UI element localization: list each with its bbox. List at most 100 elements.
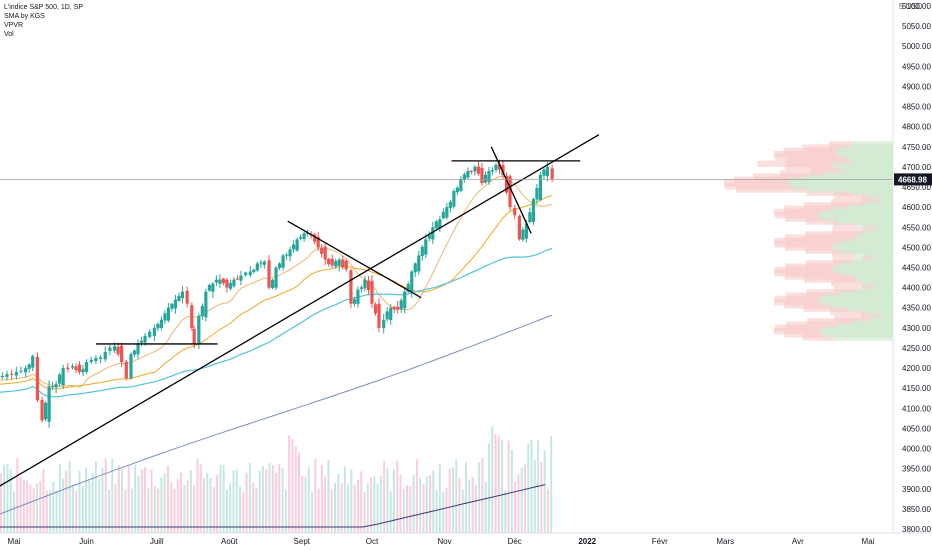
volume-bar [370, 477, 373, 533]
volume-bar [278, 463, 281, 533]
volume-bar [550, 435, 553, 533]
volume-bar [360, 471, 363, 533]
candle-body [399, 300, 403, 310]
volume-bar [507, 440, 510, 533]
volume-bar [229, 483, 232, 533]
volume-bar [209, 477, 212, 533]
candle-body [66, 367, 70, 370]
moving-averages [0, 175, 553, 515]
candle-body [330, 258, 334, 266]
candle-body [235, 278, 240, 280]
candle-body [47, 386, 51, 422]
volume-bar [219, 464, 222, 533]
candle-body [98, 357, 103, 359]
volume-bar [32, 487, 35, 533]
candle-body [156, 323, 160, 329]
volume-bar [114, 483, 117, 533]
vpvr-row-down [830, 199, 866, 206]
candle-body [159, 319, 164, 329]
y-tick-label: 4700.00 [902, 163, 931, 172]
candle-body [277, 263, 282, 268]
candle-body [139, 340, 144, 343]
volume-bar [510, 449, 513, 533]
volume-bar [39, 481, 42, 533]
volume-bar [94, 461, 97, 533]
volume-bar [533, 460, 536, 533]
candle-body [538, 174, 543, 200]
vpvr-row-down [802, 144, 840, 151]
volume-bar [78, 470, 81, 533]
volume-bar [402, 489, 405, 533]
price-axis[interactable]: 3800.00 3850.00 3900.00 3950.00 4000.00 4050.… [892, 0, 931, 534]
candle-body [392, 307, 396, 310]
candle-body [504, 175, 509, 193]
candle-body [417, 255, 421, 272]
vpvr-row-down [804, 231, 856, 238]
volume-bar [504, 490, 507, 533]
volume-bar [389, 490, 392, 533]
currency-label[interactable]: 5 USD [899, 2, 923, 11]
volume-bar [399, 474, 402, 533]
volume-bar [429, 474, 432, 533]
candle-body [221, 278, 226, 284]
volume-bar [353, 484, 356, 533]
candle-body [51, 386, 55, 388]
volume-bar [16, 458, 19, 533]
volume-bar [52, 481, 55, 533]
candle-body [166, 307, 171, 321]
volume-profile [724, 141, 893, 341]
y-tick-label: 4600.00 [902, 203, 931, 212]
y-tick-label: 5000.00 [902, 42, 931, 51]
candle-body [185, 290, 189, 304]
y-tick-label: 5100.00 [902, 2, 931, 11]
candle-body [337, 259, 341, 266]
volume-bar [288, 435, 291, 533]
candle-body [299, 237, 303, 239]
candle-body [389, 307, 393, 321]
volume-bar [137, 476, 140, 533]
volume-bar [501, 439, 504, 533]
volume-bar [153, 485, 156, 533]
x-tick-label: Avr [792, 537, 804, 546]
trendline-drawings[interactable] [0, 134, 600, 497]
time-axis[interactable]: Mai Juin Juill Août Sept Oct Nov Déc 2022 Févr Mar… [0, 532, 932, 546]
volume-bar [540, 462, 543, 533]
volume-bar [163, 473, 166, 533]
legend-vpvr-indicator[interactable]: VPVR [4, 22, 24, 29]
x-tick-label: Oct [366, 537, 379, 546]
volume-bar [330, 489, 333, 533]
y-tick-label: 4200.00 [902, 364, 931, 373]
candle-body [480, 167, 484, 184]
volume-bar [304, 476, 307, 533]
candle-body [349, 270, 353, 304]
candle-body [31, 356, 35, 368]
candle-body [163, 313, 167, 321]
volume-bar [0, 473, 2, 533]
volume-bar [189, 469, 192, 533]
candle-body [452, 191, 456, 207]
volume-bar [196, 458, 199, 533]
volume-bar [49, 489, 52, 533]
volume-bar [396, 460, 399, 533]
volume-bar [212, 487, 215, 533]
volume-bar [248, 462, 251, 533]
volume-bar [157, 488, 160, 533]
candle-body [524, 223, 528, 239]
legend-volume-indicator[interactable]: Vol [4, 31, 14, 38]
volume-bar [186, 480, 189, 533]
volume-bar [320, 465, 323, 533]
volume-bar [520, 467, 523, 533]
volume-bars [0, 426, 553, 533]
volume-bar [101, 467, 104, 533]
legend-sma-indicator[interactable]: SMA by KGS [4, 13, 45, 20]
legend-symbol[interactable]: L'indice S&P 500, 1D, SP [4, 4, 84, 11]
volume-bar [98, 479, 101, 533]
candle-body [431, 227, 435, 240]
volume-bar [222, 465, 225, 533]
volume-bar [104, 458, 107, 533]
volume-bar [271, 465, 274, 533]
vpvr-row-down [804, 202, 848, 209]
volume-bar [268, 463, 271, 533]
candle-body [406, 283, 410, 292]
